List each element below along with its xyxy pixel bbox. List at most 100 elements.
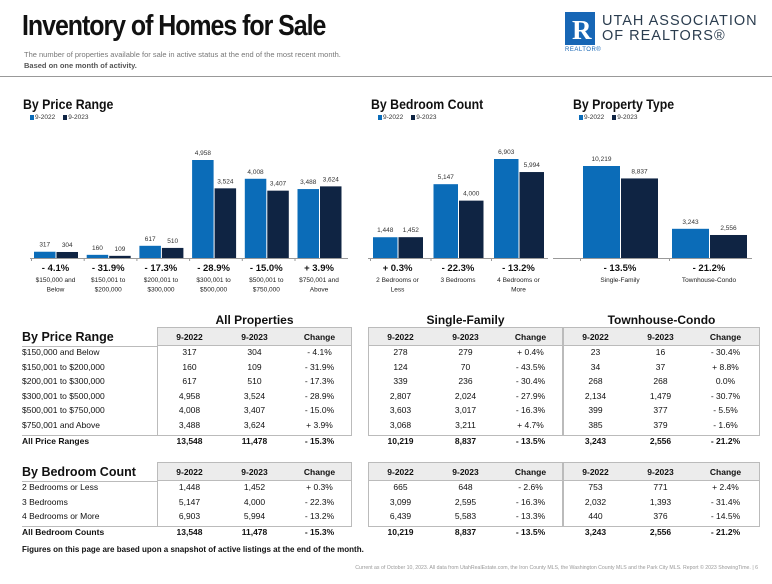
bar-value-label: 4,008 xyxy=(247,169,264,176)
bar-value-label: 3,524 xyxy=(217,178,234,185)
bar-value-label: 4,958 xyxy=(195,150,212,157)
category-label: 2 Bedrooms or xyxy=(376,277,419,284)
table-cell: - 14.5% xyxy=(710,511,741,522)
legend-item: 9-2022 xyxy=(378,114,403,121)
table-cell: 5,994 xyxy=(243,511,266,522)
row-label: $200,001 to $300,000 xyxy=(22,376,105,387)
page-subtitle: The number of properties available for s… xyxy=(24,50,341,59)
table-cell: 2,556 xyxy=(649,435,672,446)
category-label: Single-Family xyxy=(600,277,640,284)
table-cell: 376 xyxy=(653,511,668,522)
table-cell: 771 xyxy=(653,482,668,492)
table-cell: 304 xyxy=(247,347,262,357)
table-cell: 3,243 xyxy=(584,526,607,537)
chart-title-bedroom: By Bedroom Count xyxy=(371,96,484,112)
table-group-border xyxy=(368,327,563,436)
group-title-townhouse: Townhouse-Condo xyxy=(607,313,716,327)
bar-9-2022 xyxy=(86,254,109,258)
bar-value-label: 3,624 xyxy=(323,176,340,183)
table-group-border xyxy=(563,327,760,436)
table-cell: 1,448 xyxy=(178,482,201,492)
bar-9-2023 xyxy=(398,237,423,258)
bar-9-2023 xyxy=(56,251,78,258)
table-cell: 160 xyxy=(182,361,197,372)
column-header: 9-2023 xyxy=(241,467,268,477)
page-subtitle-note: Based on one month of activity. xyxy=(24,61,137,70)
bar-9-2023 xyxy=(519,172,544,258)
table-cell: - 31.9% xyxy=(304,361,335,372)
table-cell: - 2.6% xyxy=(518,482,543,492)
change-label: - 22.3% xyxy=(442,263,475,274)
chart-legend-bedroom: 9-2022 9-2023 xyxy=(378,114,437,121)
table-cell: 3,524 xyxy=(243,390,266,401)
column-header: 9-2022 xyxy=(582,467,609,477)
total-row-label: All Price Ranges xyxy=(22,435,90,446)
table-cell: - 30.7% xyxy=(710,390,741,401)
row-label: $150,000 and Below xyxy=(22,347,100,357)
table-cell: - 27.9% xyxy=(515,390,546,401)
category-label: More xyxy=(511,287,526,294)
bar-9-2022 xyxy=(583,166,620,258)
bar-value-label: 1,448 xyxy=(377,227,394,234)
table-cell: 2,134 xyxy=(584,390,607,401)
legend-item: 9-2022 xyxy=(579,114,604,121)
footnote: Figures on this page are based upon a sn… xyxy=(22,545,364,554)
category-label: $150,000 and xyxy=(36,277,76,284)
bar-value-label: 5,147 xyxy=(438,174,455,181)
source-footer: Current as of October 10, 2023. All data… xyxy=(355,565,758,571)
bar-value-label: 2,556 xyxy=(720,225,737,232)
table-cell: - 15.0% xyxy=(304,405,335,416)
change-label: - 17.3% xyxy=(145,263,178,274)
category-label: $500,001 to xyxy=(249,277,284,284)
category-label: $300,001 to xyxy=(196,277,231,284)
table-cell: - 43.5% xyxy=(515,361,546,372)
table-cell: - 4.1% xyxy=(307,347,332,357)
bar-value-label: 510 xyxy=(167,238,178,245)
category-label: $750,000 xyxy=(253,287,280,294)
category-label: Above xyxy=(310,287,329,294)
row-label: $300,001 to $500,000 xyxy=(22,390,105,401)
table-cell: 10,219 xyxy=(387,526,414,537)
table-cell: 124 xyxy=(393,361,408,372)
category-label: 3 Bedrooms xyxy=(440,277,476,284)
total-row-label: All Bedroom Counts xyxy=(22,526,105,537)
table-cell: 8,837 xyxy=(454,435,477,446)
category-label: 4 Bedrooms or xyxy=(497,277,540,284)
column-header: 9-2022 xyxy=(176,467,203,477)
column-header: 9-2022 xyxy=(387,467,414,477)
bar-9-2023 xyxy=(109,255,131,258)
bar-value-label: 6,903 xyxy=(498,149,515,156)
bar-value-label: 3,243 xyxy=(682,219,699,226)
table-cell: - 31.4% xyxy=(710,496,741,507)
table-cell: - 21.2% xyxy=(710,435,741,446)
table-cell: - 13.3% xyxy=(515,511,546,522)
table-cell: 339 xyxy=(393,376,408,387)
table-cell: 3,407 xyxy=(243,405,266,416)
table-cell: - 13.2% xyxy=(304,511,335,522)
column-header: Change xyxy=(514,332,547,342)
table-cell: 5,583 xyxy=(454,511,477,522)
table-cell: 2,556 xyxy=(649,526,672,537)
legend-item: 9-2022 xyxy=(30,114,55,121)
table-cell: 3,603 xyxy=(389,405,412,416)
column-header: 9-2023 xyxy=(241,332,268,342)
table-cell: 10,219 xyxy=(387,435,414,446)
table-cell: 23 xyxy=(590,347,601,357)
table-cell: + 3.9% xyxy=(306,420,333,430)
table-group-border xyxy=(157,462,352,527)
table-cell: 34 xyxy=(590,361,601,372)
table-cell: 1,452 xyxy=(243,482,266,492)
category-label: Below xyxy=(47,287,65,294)
column-header: 9-2023 xyxy=(647,467,674,477)
logo-realtor-text: REALTOR® xyxy=(565,47,602,53)
bar-value-label: 109 xyxy=(115,246,126,253)
table-cell: 1,393 xyxy=(649,496,672,507)
table-cell: - 21.2% xyxy=(710,526,741,537)
column-header: 9-2022 xyxy=(176,332,203,342)
table-cell: + 4.7% xyxy=(517,420,544,430)
bar-9-2023 xyxy=(710,234,747,258)
change-label: - 13.5% xyxy=(604,263,637,274)
table-cell: 6,903 xyxy=(178,511,201,522)
table-cell: 317 xyxy=(182,347,197,357)
